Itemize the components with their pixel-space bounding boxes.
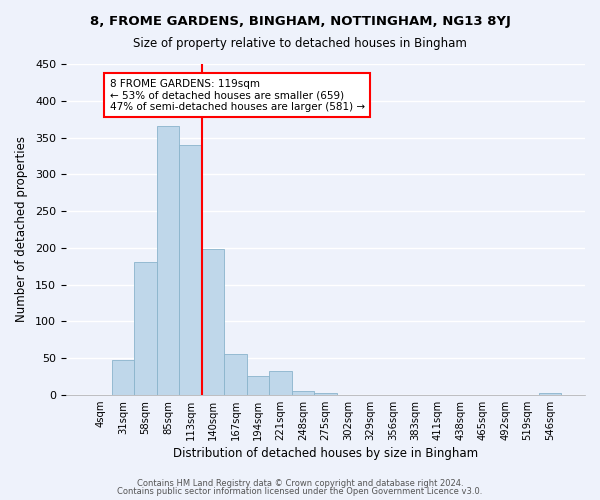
Text: Contains HM Land Registry data © Crown copyright and database right 2024.: Contains HM Land Registry data © Crown c… — [137, 478, 463, 488]
Bar — [269, 370, 292, 395]
X-axis label: Distribution of detached houses by size in Bingham: Distribution of detached houses by size … — [173, 447, 478, 460]
Bar — [224, 354, 247, 395]
Bar — [179, 145, 202, 395]
Bar — [112, 360, 134, 395]
Text: 8 FROME GARDENS: 119sqm
← 53% of detached houses are smaller (659)
47% of semi-d: 8 FROME GARDENS: 119sqm ← 53% of detache… — [110, 78, 365, 112]
Bar — [202, 248, 224, 395]
Bar — [292, 391, 314, 395]
Bar — [539, 394, 562, 395]
Text: Size of property relative to detached houses in Bingham: Size of property relative to detached ho… — [133, 38, 467, 51]
Bar — [314, 394, 337, 395]
Text: 8, FROME GARDENS, BINGHAM, NOTTINGHAM, NG13 8YJ: 8, FROME GARDENS, BINGHAM, NOTTINGHAM, N… — [89, 15, 511, 28]
Text: Contains public sector information licensed under the Open Government Licence v3: Contains public sector information licen… — [118, 487, 482, 496]
Bar — [157, 126, 179, 395]
Bar — [247, 376, 269, 395]
Bar — [134, 262, 157, 395]
Y-axis label: Number of detached properties: Number of detached properties — [15, 136, 28, 322]
